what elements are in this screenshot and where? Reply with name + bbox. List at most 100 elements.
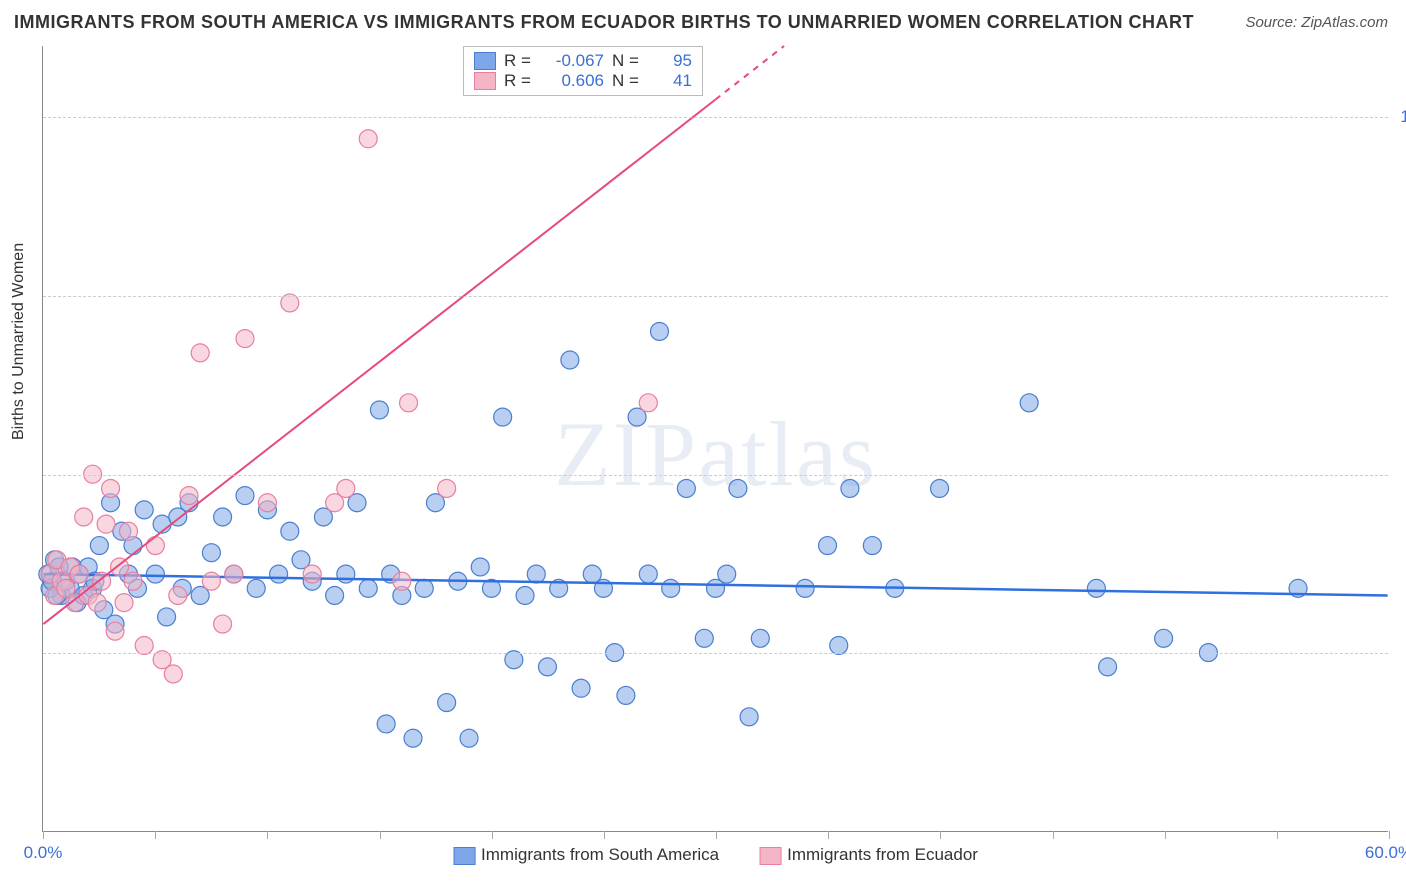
data-point	[158, 608, 176, 626]
data-point	[393, 572, 411, 590]
data-point	[337, 565, 355, 583]
y-tick-label: 50.0%	[1398, 465, 1406, 485]
data-point	[740, 708, 758, 726]
legend-item: Immigrants from Ecuador	[759, 845, 978, 865]
x-tick	[43, 831, 44, 839]
x-tick	[155, 831, 156, 839]
data-point	[662, 579, 680, 597]
data-point	[729, 479, 747, 497]
series-legend: Immigrants from South America Immigrants …	[453, 845, 978, 865]
data-point	[214, 615, 232, 633]
x-tick-label: 0.0%	[24, 843, 63, 863]
data-point	[75, 508, 93, 526]
data-point	[326, 587, 344, 605]
legend-swatch	[453, 847, 475, 865]
data-point	[561, 351, 579, 369]
x-tick	[267, 831, 268, 839]
data-point	[695, 629, 713, 647]
data-point	[236, 487, 254, 505]
x-tick	[1053, 831, 1054, 839]
data-point	[115, 594, 133, 612]
data-point	[135, 501, 153, 519]
chart-svg	[43, 46, 1388, 831]
gridline-h	[43, 296, 1388, 297]
y-tick-label: 75.0%	[1398, 286, 1406, 306]
data-point	[572, 679, 590, 697]
data-point	[258, 494, 276, 512]
data-point	[718, 565, 736, 583]
x-tick	[604, 831, 605, 839]
data-point	[527, 565, 545, 583]
x-tick	[828, 831, 829, 839]
data-point	[617, 686, 635, 704]
data-point	[359, 579, 377, 597]
data-point	[124, 572, 142, 590]
source-attribution: Source: ZipAtlas.com	[1245, 14, 1388, 31]
legend-item: Immigrants from South America	[453, 845, 719, 865]
data-point	[471, 558, 489, 576]
plot-area: ZIPatlas R =-0.067N =95R =0.606N =41 Imm…	[42, 46, 1388, 832]
gridline-h	[43, 475, 1388, 476]
data-point	[164, 665, 182, 683]
y-axis-label: Births to Unmarried Women	[10, 243, 28, 440]
data-point	[516, 587, 534, 605]
data-point	[751, 629, 769, 647]
trend-line	[43, 100, 715, 625]
data-point	[303, 565, 321, 583]
data-point	[438, 694, 456, 712]
x-tick	[716, 831, 717, 839]
data-point	[202, 544, 220, 562]
data-point	[202, 572, 220, 590]
gridline-h	[43, 117, 1388, 118]
data-point	[830, 636, 848, 654]
data-point	[377, 715, 395, 733]
data-point	[931, 479, 949, 497]
data-point	[1020, 394, 1038, 412]
data-point	[191, 344, 209, 362]
data-point	[1155, 629, 1173, 647]
data-point	[404, 729, 422, 747]
data-point	[639, 394, 657, 412]
data-point	[281, 522, 299, 540]
legend-label: Immigrants from Ecuador	[787, 845, 978, 864]
data-point	[1099, 658, 1117, 676]
x-tick	[940, 831, 941, 839]
x-tick	[1389, 831, 1390, 839]
data-point	[102, 479, 120, 497]
x-tick	[380, 831, 381, 839]
data-point	[120, 522, 138, 540]
legend-label: Immigrants from South America	[481, 845, 719, 864]
data-point	[214, 508, 232, 526]
gridline-h	[43, 653, 1388, 654]
y-tick-label: 100.0%	[1398, 107, 1406, 127]
data-point	[180, 487, 198, 505]
data-point	[247, 579, 265, 597]
data-point	[146, 565, 164, 583]
data-point	[135, 636, 153, 654]
data-point	[819, 537, 837, 555]
data-point	[400, 394, 418, 412]
chart-title: IMMIGRANTS FROM SOUTH AMERICA VS IMMIGRA…	[14, 12, 1194, 33]
y-tick-label: 25.0%	[1398, 643, 1406, 663]
data-point	[438, 479, 456, 497]
data-point	[841, 479, 859, 497]
data-point	[337, 479, 355, 497]
data-point	[236, 330, 254, 348]
data-point	[70, 565, 88, 583]
data-point	[169, 587, 187, 605]
x-tick-label: 60.0%	[1365, 843, 1406, 863]
data-point	[90, 537, 108, 555]
data-point	[106, 622, 124, 640]
data-point	[639, 565, 657, 583]
data-point	[146, 537, 164, 555]
data-point	[225, 565, 243, 583]
data-point	[494, 408, 512, 426]
data-point	[863, 537, 881, 555]
data-point	[650, 322, 668, 340]
x-tick	[492, 831, 493, 839]
data-point	[677, 479, 695, 497]
trend-line-dashed	[716, 46, 785, 100]
x-tick	[1277, 831, 1278, 839]
legend-swatch	[759, 847, 781, 865]
data-point	[1087, 579, 1105, 597]
